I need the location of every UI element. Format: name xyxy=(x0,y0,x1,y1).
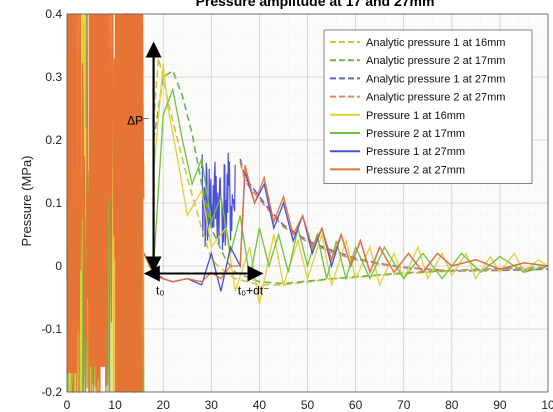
annotation-t0: t₀ xyxy=(156,283,164,297)
blue-burst-noise xyxy=(201,152,236,251)
series-line-7 xyxy=(143,165,549,283)
y-tick-label: 0.4 xyxy=(45,7,62,21)
legend-entry: Analytic pressure 2 at 17mm xyxy=(366,55,505,67)
legend-entry: Pressure 2 at 27mm xyxy=(366,164,465,176)
x-tick-label: 10 xyxy=(541,398,553,412)
annotation-t0-dt: t₀+dt⁻ xyxy=(238,283,270,297)
early-noise-pressure-2-27mm xyxy=(66,13,145,393)
x-tick-label: 70 xyxy=(397,398,411,412)
early-block-a xyxy=(67,14,78,374)
x-tick-label: 10 xyxy=(108,398,122,412)
legend-entry: Pressure 1 at 16mm xyxy=(366,110,465,122)
x-tick-label: 40 xyxy=(253,398,267,412)
x-tick-label: 50 xyxy=(301,398,315,412)
plot-area: 0 10 20 30 40 50 60 70 80 90 10 0.4 0.3 0.2 0.1 0 -0.1 -0… xyxy=(41,7,553,412)
y-tick-label: -0.2 xyxy=(41,385,62,399)
axes-frame xyxy=(66,13,549,393)
y-tick-label: 0.1 xyxy=(45,196,62,210)
legend-entry: Analytic pressure 1 at 27mm xyxy=(366,73,505,85)
chart-title: Pressure amplitude at 17 and 27mm xyxy=(196,0,435,9)
x-tick-label: 60 xyxy=(349,398,363,412)
series-line-0 xyxy=(152,57,549,286)
y-axis-label: Pressure (MPa) xyxy=(19,155,34,246)
y-tick-label: 0 xyxy=(55,259,62,273)
x-tick-label: 30 xyxy=(205,398,219,412)
legend-box xyxy=(323,29,533,185)
series-line-3 xyxy=(239,161,549,272)
x-tick-label: 80 xyxy=(445,398,459,412)
y-tick-label: 0.3 xyxy=(45,70,62,84)
x-tick-label: 0 xyxy=(64,398,71,412)
series-line-1 xyxy=(152,69,549,285)
x-tick-label: 90 xyxy=(493,398,507,412)
annotation-delta-p: ΔP⁻ xyxy=(127,113,149,127)
y-tick-label: 0.2 xyxy=(45,133,62,147)
legend-entry: Pressure 1 at 27mm xyxy=(366,146,465,158)
y-tick-label: -0.1 xyxy=(41,322,62,336)
series-line-5 xyxy=(152,87,549,282)
legend-entry: Analytic pressure 2 at 27mm xyxy=(366,92,505,104)
x-tick-label: 20 xyxy=(157,398,171,412)
legend-entry: Analytic pressure 1 at 16mm xyxy=(366,37,505,49)
series-line-4 xyxy=(152,64,549,304)
legend-entry: Pressure 2 at 17mm xyxy=(366,128,465,140)
